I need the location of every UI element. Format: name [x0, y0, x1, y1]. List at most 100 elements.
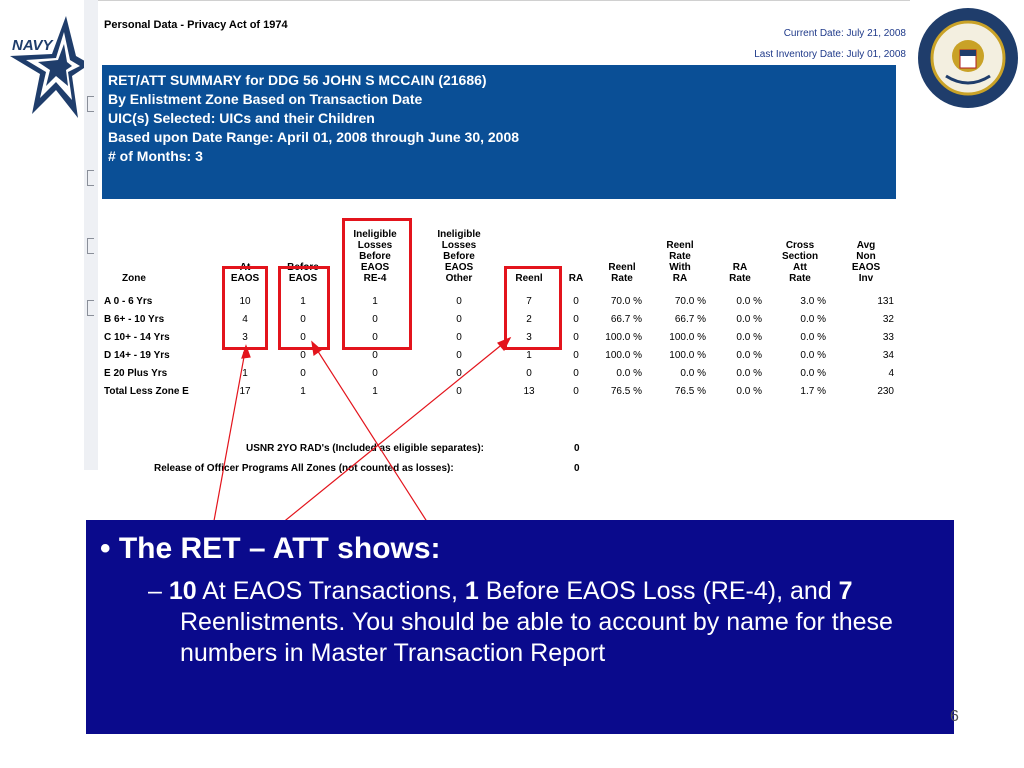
table-cell: 32 [882, 313, 894, 325]
table-cell: 1 [300, 385, 306, 397]
table-row: D 14+ - 19 Yrs100010100.0 %100.0 %0.0 %0… [102, 346, 900, 364]
column-header-line: Rate [611, 273, 633, 284]
arrow-head-at-eaos [241, 344, 251, 359]
column-header-line: Losses [357, 240, 393, 251]
zone-cell: C 10+ - 14 Yrs [104, 331, 170, 343]
column-header-line: Att [793, 262, 807, 273]
zone-cell: B 6+ - 10 Yrs [104, 313, 165, 325]
column-header-line: Rate [669, 251, 691, 262]
table-cell: 0.0 % [736, 367, 762, 379]
table-cell: 76.5 % [610, 385, 642, 397]
arrow-head-before-eaos [311, 340, 322, 357]
table-cell: 13 [523, 385, 535, 397]
column-header: Ineligible Losses Before EAOS RE-4 [334, 229, 416, 284]
table-cell: 0 [456, 313, 462, 325]
column-header-line: Cross [785, 240, 815, 251]
table-cell: 0 [456, 385, 462, 397]
table-cell: 0 [456, 331, 462, 343]
table-cell: 230 [877, 385, 894, 397]
reenl-highlight-box [504, 266, 562, 350]
title-line: By Enlistment Zone Based on Transaction … [108, 91, 423, 107]
column-header-line: RE-4 [363, 273, 387, 284]
sub-text-1: At EAOS Transactions, [196, 577, 465, 605]
table-cell: 4 [888, 367, 894, 379]
table-cell: 66.7 % [610, 313, 642, 325]
table-cell: 0.0 % [736, 385, 762, 397]
column-header-line: Inv [858, 273, 874, 284]
table-cell: 0.0 % [736, 313, 762, 325]
table-cell: 0 [372, 313, 378, 325]
officer-programs-label: Release of Officer Programs All Zones (n… [154, 463, 454, 474]
column-header: RA [556, 229, 596, 284]
main-bullet-text: The RET – ATT shows: [118, 532, 441, 565]
table-cell: 1.7 % [800, 385, 826, 397]
table-row: A 0 - 6 Yrs 10 1 1 0 7 0 70.0 % 70.0 % 0.0 % 3.0 %… [102, 292, 900, 310]
table-cell: 100.0 % [669, 331, 706, 343]
table-row: B 6+ - 10 Yrs 4 0 0 0 2 0 66.7 % 66.7 % 0.0 % 0.0 … [102, 310, 900, 328]
zone-cell: A 0 - 6 Yrs [104, 295, 153, 307]
table-cell: 0 [456, 349, 462, 361]
title-line: # of Months: 3 [108, 148, 203, 164]
column-header: Reenl Rate [596, 229, 648, 284]
table-cell: 1 [242, 367, 248, 379]
table-cell: 1 [372, 295, 378, 307]
officer-programs-value: 0 [574, 463, 580, 474]
table-cell: 0.0 % [736, 331, 762, 343]
column-header-line: Reenl [608, 262, 636, 273]
svg-text:NAVY: NAVY [12, 37, 55, 54]
before-eaos-count: 1 [464, 577, 479, 605]
table-cell: 0 [456, 367, 462, 379]
column-header: Zone [102, 229, 218, 284]
table-cell: 34 [882, 349, 894, 361]
column-header-line: Rate [729, 273, 751, 284]
column-header-line: RA [732, 262, 748, 273]
table-cell: 0 [300, 313, 306, 325]
table-cell: 0.0 % [800, 367, 826, 379]
sub-bullet: – 10 At EAOS Transactions, 1 Before EAOS… [148, 577, 893, 667]
table-row: Total Less Zone E 17 1 1 0 13 0 76.5 % 76.5 % 0.0… [102, 382, 900, 400]
before-eaos-highlight-box [278, 266, 330, 350]
column-header: Reenl Rate With RA [648, 229, 712, 284]
usnr-note: USNR 2YO RAD's (Included as eligible sep… [246, 443, 484, 454]
navy-logo: NAVY [10, 16, 90, 118]
column-header-line: Avg [856, 240, 876, 251]
table-cell: 0 [372, 331, 378, 343]
table-cell: 33 [882, 331, 894, 343]
table-cell: 0.0 % [800, 349, 826, 361]
current-date: Current Date: July 21, 2008 [783, 28, 906, 39]
slide-number: 6 [950, 708, 959, 725]
column-header-line: Ineligible [437, 229, 481, 240]
at-eaos-count: 10 [168, 577, 197, 605]
column-header-line: Section [781, 251, 819, 262]
column-header-line: EAOS [288, 273, 318, 284]
column-header-line: Non [856, 251, 876, 262]
table-cell: 131 [877, 295, 894, 307]
column-header-line: EAOS [444, 262, 474, 273]
column-header-line: Before [443, 251, 475, 262]
table-cell: 0.0 % [680, 367, 706, 379]
table-cell: 1 [300, 295, 306, 307]
table-cell: 3.0 % [800, 295, 826, 307]
column-header-line: EAOS [360, 262, 390, 273]
table-cell: 17 [239, 385, 251, 397]
table-cell: 4 [242, 313, 248, 325]
column-header-line: Losses [441, 240, 477, 251]
report-dates: Current Date: July 21, 2008 Last Invento… [754, 23, 906, 65]
sub-text-2: Before EAOS Loss (RE-4), and [478, 577, 839, 605]
ret-att-report: Personal Data - Privacy Act of 1974 Curr… [98, 0, 910, 474]
column-header-line: Other [445, 273, 473, 284]
table-cell: 2 [526, 313, 532, 325]
table-cell: 70.0 % [610, 295, 642, 307]
table-cell: 0.0 % [800, 313, 826, 325]
reenlistment-count: 7 [838, 577, 853, 605]
column-header-line: EAOS [851, 262, 881, 273]
table-cell: 0 [456, 295, 462, 307]
zone-cell: Total Less Zone E [104, 385, 189, 397]
table-cell: 0.0 % [616, 367, 642, 379]
table-cell: 0.0 % [736, 295, 762, 307]
table-cell: 0 [300, 349, 306, 361]
table-cell: 0 [300, 331, 306, 343]
table-cell: 0.0 % [736, 349, 762, 361]
column-header-line: EAOS [230, 273, 260, 284]
column-header-line: RA [672, 273, 688, 284]
